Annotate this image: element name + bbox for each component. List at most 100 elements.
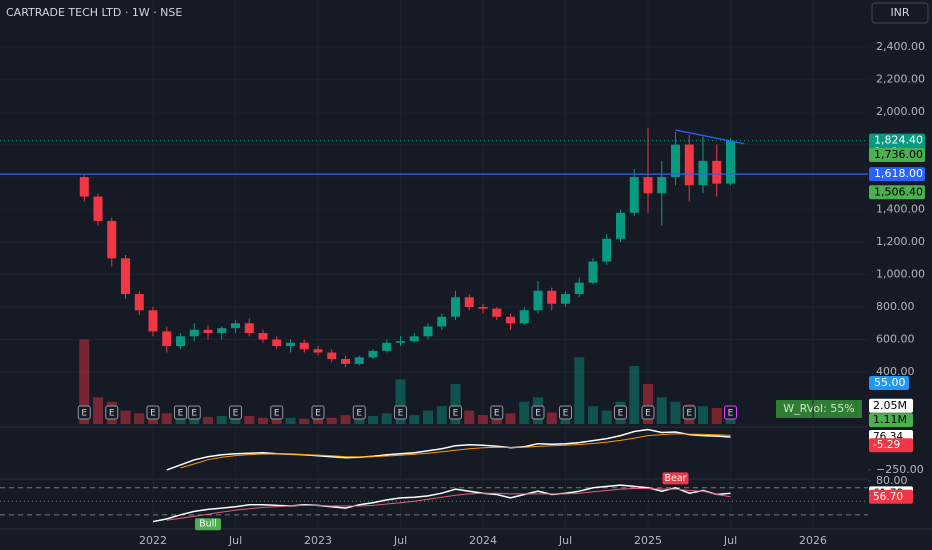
earnings-label: E	[453, 409, 459, 419]
volume-bar	[189, 415, 200, 424]
volume-bar	[464, 410, 475, 424]
candle-body	[286, 342, 295, 347]
candle-body	[368, 350, 378, 358]
volume-label-box	[869, 413, 913, 428]
earnings-label: E	[728, 409, 734, 419]
series-line	[152, 484, 731, 523]
volume-label: 1.11M	[873, 413, 907, 426]
candle-body	[561, 294, 570, 304]
price-label-box	[869, 167, 925, 182]
volume-bar	[134, 413, 145, 424]
volume-bar	[711, 407, 722, 424]
volume-bar	[381, 413, 392, 424]
volume-bar	[436, 406, 447, 424]
candle-body	[162, 331, 172, 347]
earnings-marker	[559, 405, 572, 420]
earnings-marker	[229, 405, 242, 420]
volume-bar	[656, 397, 667, 424]
y-tick-label: 2,200.00	[876, 73, 925, 86]
candle-body	[671, 144, 680, 178]
volume-bar	[216, 415, 227, 424]
earnings-marker	[77, 405, 91, 420]
earnings-label: E	[178, 409, 184, 419]
candle-body	[726, 140, 735, 184]
earnings-marker	[682, 405, 696, 420]
candle-body	[409, 336, 419, 342]
y-tick-label: 2,000.00	[876, 105, 925, 118]
candle-body	[547, 290, 557, 304]
candle-body	[478, 307, 488, 309]
candle-body	[602, 238, 612, 262]
earnings-marker	[352, 405, 366, 420]
earnings-marker	[531, 405, 545, 420]
candle-body	[464, 297, 474, 308]
axis-label-box	[869, 489, 913, 504]
y-tick-label: 2,400.00	[876, 40, 925, 53]
axis-label: -5.29	[873, 439, 900, 451]
volume-bar	[588, 406, 598, 424]
currency[interactable]: INR	[890, 6, 909, 19]
earnings-label: E	[315, 409, 321, 419]
earnings-marker	[449, 405, 462, 420]
volume-bar	[93, 397, 103, 424]
earnings-marker	[146, 405, 160, 420]
price-label: 1,824.40	[874, 134, 923, 147]
candle-body	[176, 336, 185, 347]
candle-body	[299, 342, 309, 350]
rvol-box	[776, 400, 862, 418]
series-line	[180, 433, 731, 469]
y-tick-label: 400.00	[876, 365, 915, 378]
rvol-level: 55.00	[874, 376, 906, 389]
volume-bar	[203, 416, 213, 424]
x-tick-label: 2024	[469, 534, 497, 547]
rvol-level-box	[869, 376, 909, 390]
volume-label-box	[869, 398, 913, 413]
candle-body	[643, 177, 653, 194]
volume-bar	[423, 410, 433, 424]
volume-bar	[79, 339, 90, 424]
candle-body	[396, 341, 405, 343]
volume-bar	[258, 417, 268, 424]
candle-body	[341, 359, 350, 364]
x-tick-label: Jul	[558, 534, 572, 547]
candle-body	[79, 177, 89, 197]
x-tick-label: 2026	[799, 534, 827, 547]
earnings-label: E	[535, 409, 541, 419]
y-tick-label: 80.00	[876, 474, 908, 487]
candle-body	[712, 160, 722, 184]
series-line	[166, 428, 731, 471]
volume-bar	[244, 415, 255, 424]
earnings-label: E	[109, 409, 115, 419]
x-tick-label: 2022	[139, 534, 167, 547]
volume-bar	[643, 383, 653, 424]
earnings-marker	[311, 405, 325, 420]
earnings-marker	[614, 405, 627, 420]
volume-bar	[629, 366, 640, 424]
price-label: 1,506.40	[874, 185, 923, 198]
volume-bar	[148, 415, 158, 424]
earnings-label: E	[686, 409, 692, 419]
x-tick-label: 2023	[304, 534, 332, 547]
volume-bar	[395, 379, 406, 424]
volume-bar	[478, 415, 488, 424]
earnings-label: E	[81, 409, 87, 419]
signal-box	[195, 518, 221, 531]
currency-button[interactable]	[871, 2, 929, 24]
volume-bar	[670, 401, 681, 424]
candle-body	[382, 342, 392, 351]
candle-body	[313, 349, 323, 353]
candle-body	[203, 329, 213, 334]
candle-body	[616, 212, 625, 239]
series-line	[166, 488, 731, 521]
earnings-label: E	[494, 409, 500, 419]
volume-bar	[519, 401, 530, 424]
earnings-marker	[187, 405, 201, 420]
earnings-label: E	[618, 409, 624, 419]
y-tick-label: −250.00	[876, 463, 924, 476]
volume-bar	[698, 406, 708, 424]
candle-body	[657, 177, 667, 194]
earnings-label: E	[274, 409, 280, 419]
candle-body	[423, 326, 433, 337]
earnings-marker	[105, 405, 119, 420]
